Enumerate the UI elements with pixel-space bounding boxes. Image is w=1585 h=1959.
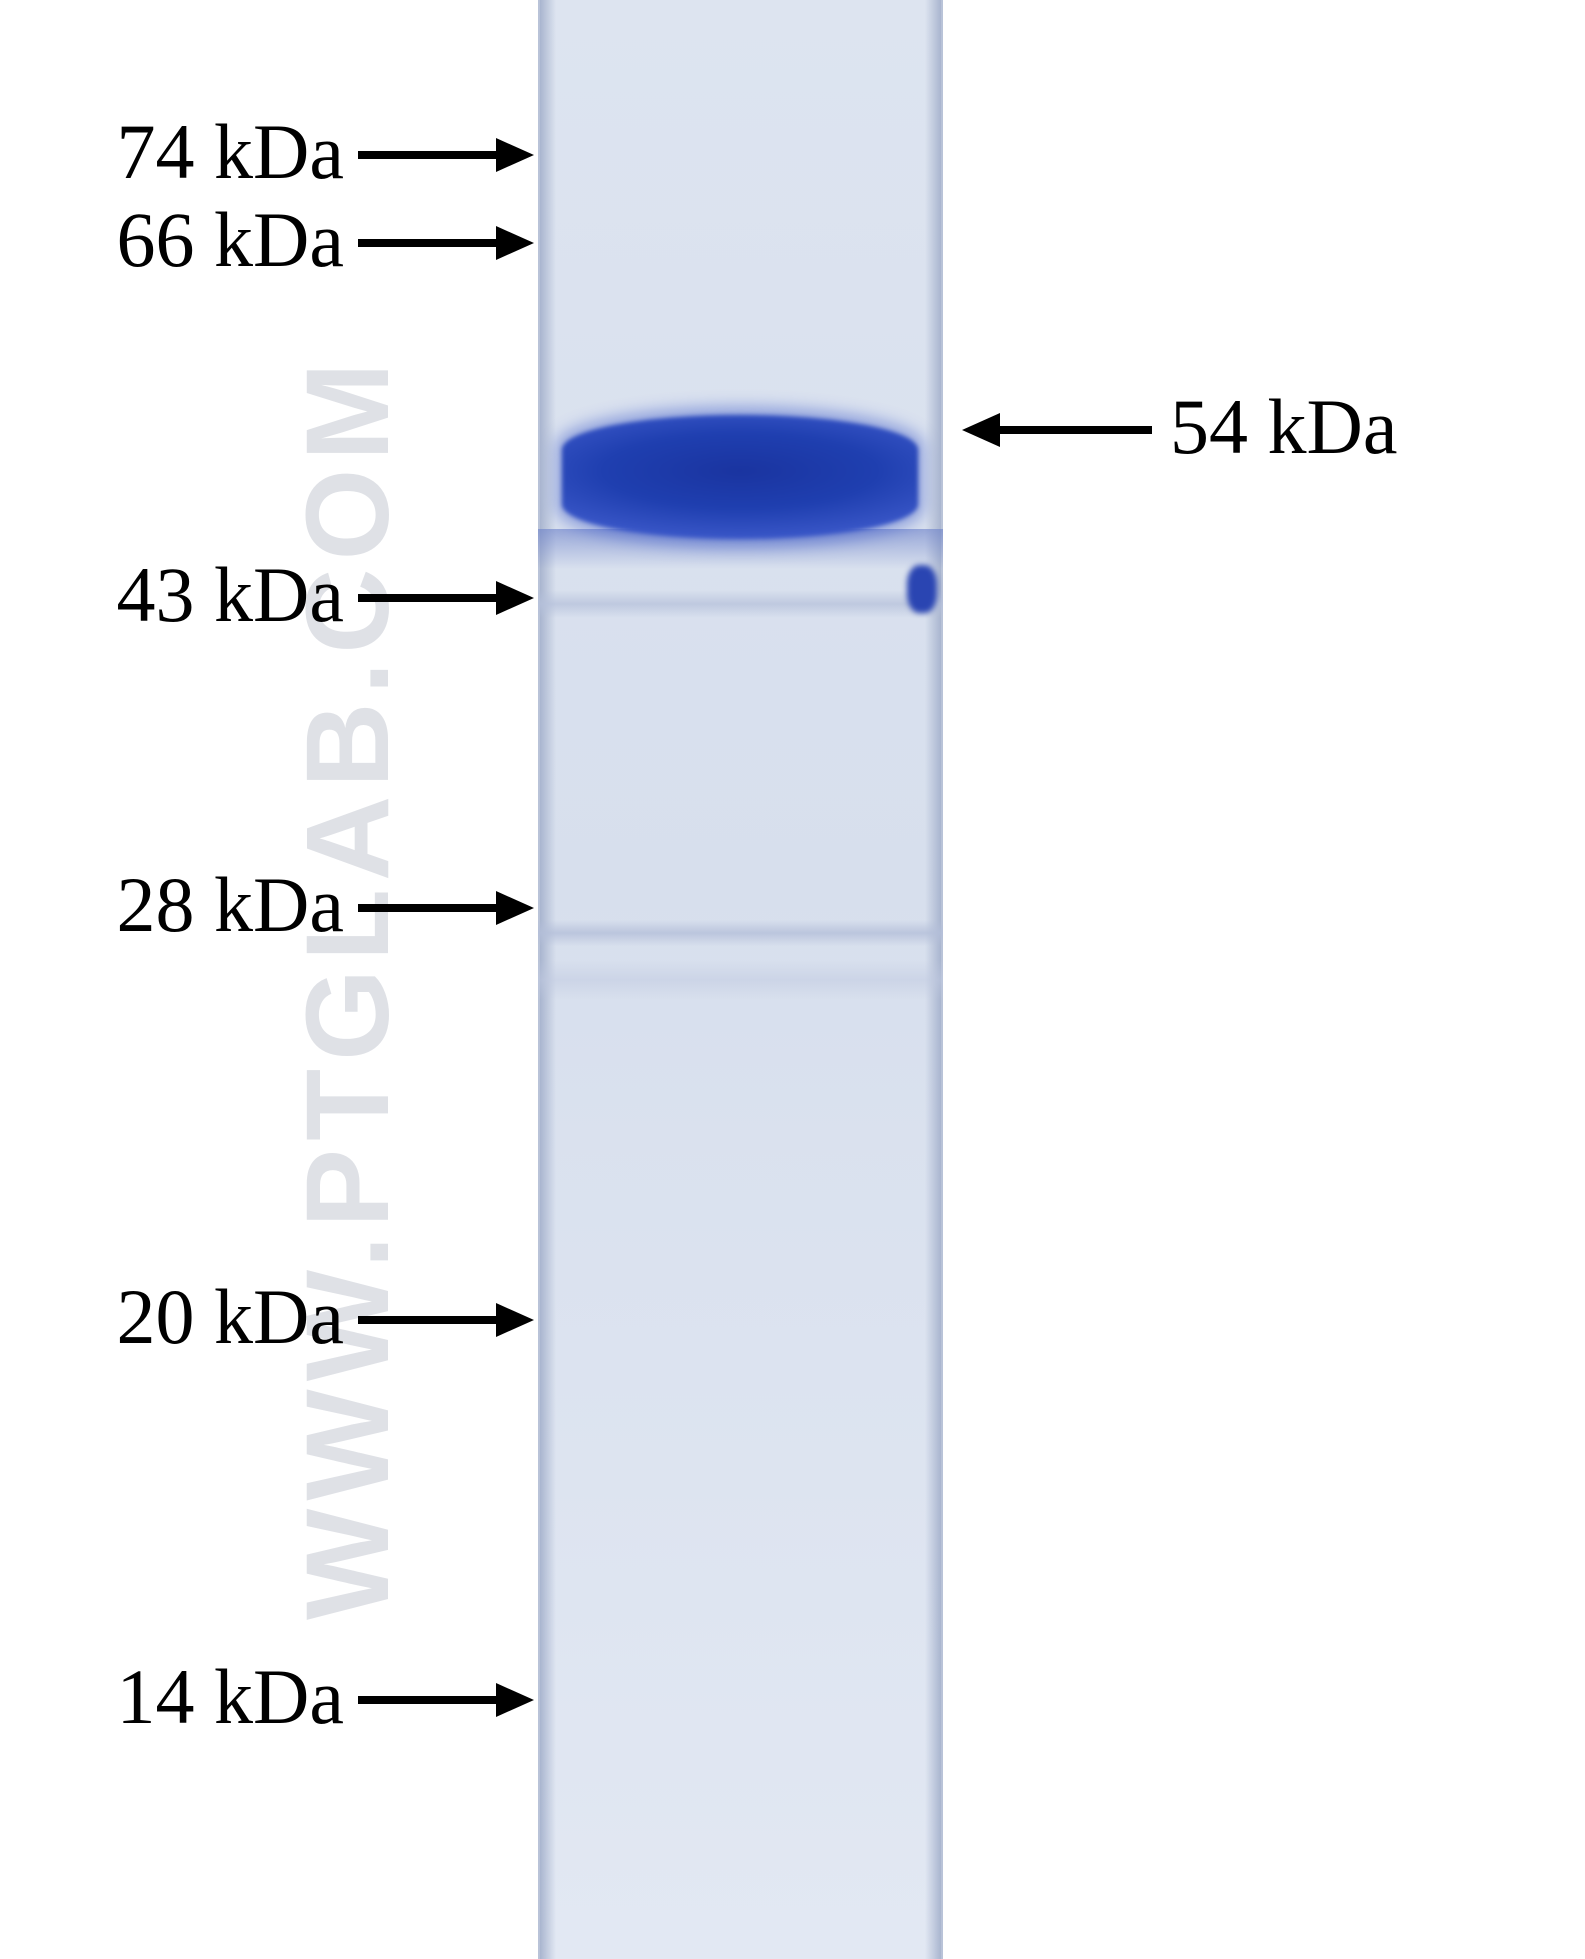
marker-label-20kda: 20 kDa [117,1272,344,1362]
marker-label-43kda: 43 kDa [117,550,344,640]
marker-arrow-28kda [358,887,534,929]
result-label-54kda: 54 kDa [1170,382,1397,472]
faint-band-43kda [538,590,943,618]
marker-arrow-43kda [358,577,534,619]
marker-label-74kda: 74 kDa [117,107,344,197]
main-band [562,415,918,539]
right-edge-mark [907,565,937,613]
marker-label-14kda: 14 kDa [117,1652,344,1742]
result-arrow-54kda [962,409,1152,451]
gel-lane [538,0,943,1959]
gel-figure: WWW.PTGLAB.COM 74 kDa 66 kDa 43 kDa 28 k… [0,0,1585,1959]
marker-arrow-74kda [358,134,534,176]
marker-arrow-20kda [358,1299,534,1341]
faint-band-28kda-smear [538,960,943,1000]
marker-label-28kda: 28 kDa [117,860,344,950]
marker-label-66kda: 66 kDa [117,195,344,285]
marker-arrow-66kda [358,222,534,264]
faint-band-28kda [538,920,943,946]
marker-arrow-14kda [358,1679,534,1721]
